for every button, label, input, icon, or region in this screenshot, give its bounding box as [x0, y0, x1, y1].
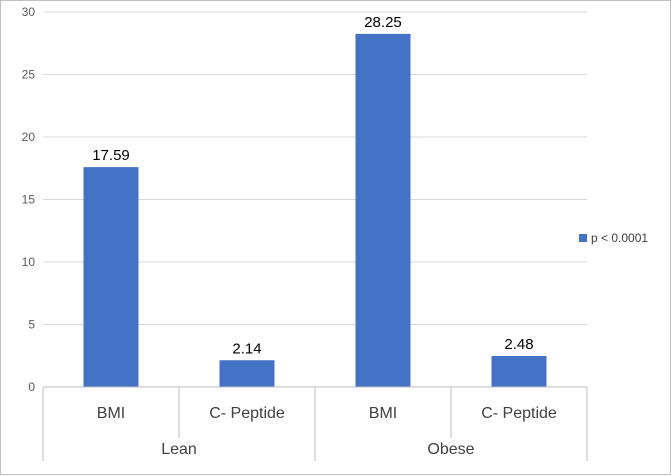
data-label: 17.59	[92, 147, 130, 164]
x-category-label: BMI	[97, 405, 125, 422]
x-category-label: BMI	[369, 405, 397, 422]
x-category-label: C- Peptide	[209, 405, 285, 422]
bar	[491, 356, 547, 387]
x-category-label: C- Peptide	[481, 405, 557, 422]
bars	[83, 33, 547, 387]
x-axis: BMI C- Peptide BMI C- Peptide Lean Obese	[42, 386, 588, 461]
legend: p < 0.0001	[579, 231, 648, 245]
bar	[83, 167, 139, 387]
bar	[355, 33, 411, 387]
bar	[219, 360, 275, 387]
data-label: 2.14	[232, 340, 261, 357]
y-tick-label: 5	[28, 318, 35, 332]
y-tick-label: 30	[22, 5, 36, 19]
y-axis-ticks: 0 5 10 15 20 25 30	[22, 5, 36, 394]
y-tick-label: 15	[22, 193, 36, 207]
x-group-label: Obese	[427, 441, 474, 458]
data-label: 2.48	[504, 336, 533, 353]
data-labels: 17.59 2.14 28.25 2.48	[92, 14, 533, 357]
x-group-label: Lean	[161, 441, 197, 458]
y-tick-label: 25	[22, 68, 36, 82]
legend-label: p < 0.0001	[591, 231, 648, 245]
legend-swatch	[579, 234, 587, 242]
y-tick-label: 0	[28, 380, 35, 394]
y-tick-label: 20	[22, 130, 36, 144]
y-tick-label: 10	[22, 255, 36, 269]
data-label: 28.25	[364, 14, 402, 31]
